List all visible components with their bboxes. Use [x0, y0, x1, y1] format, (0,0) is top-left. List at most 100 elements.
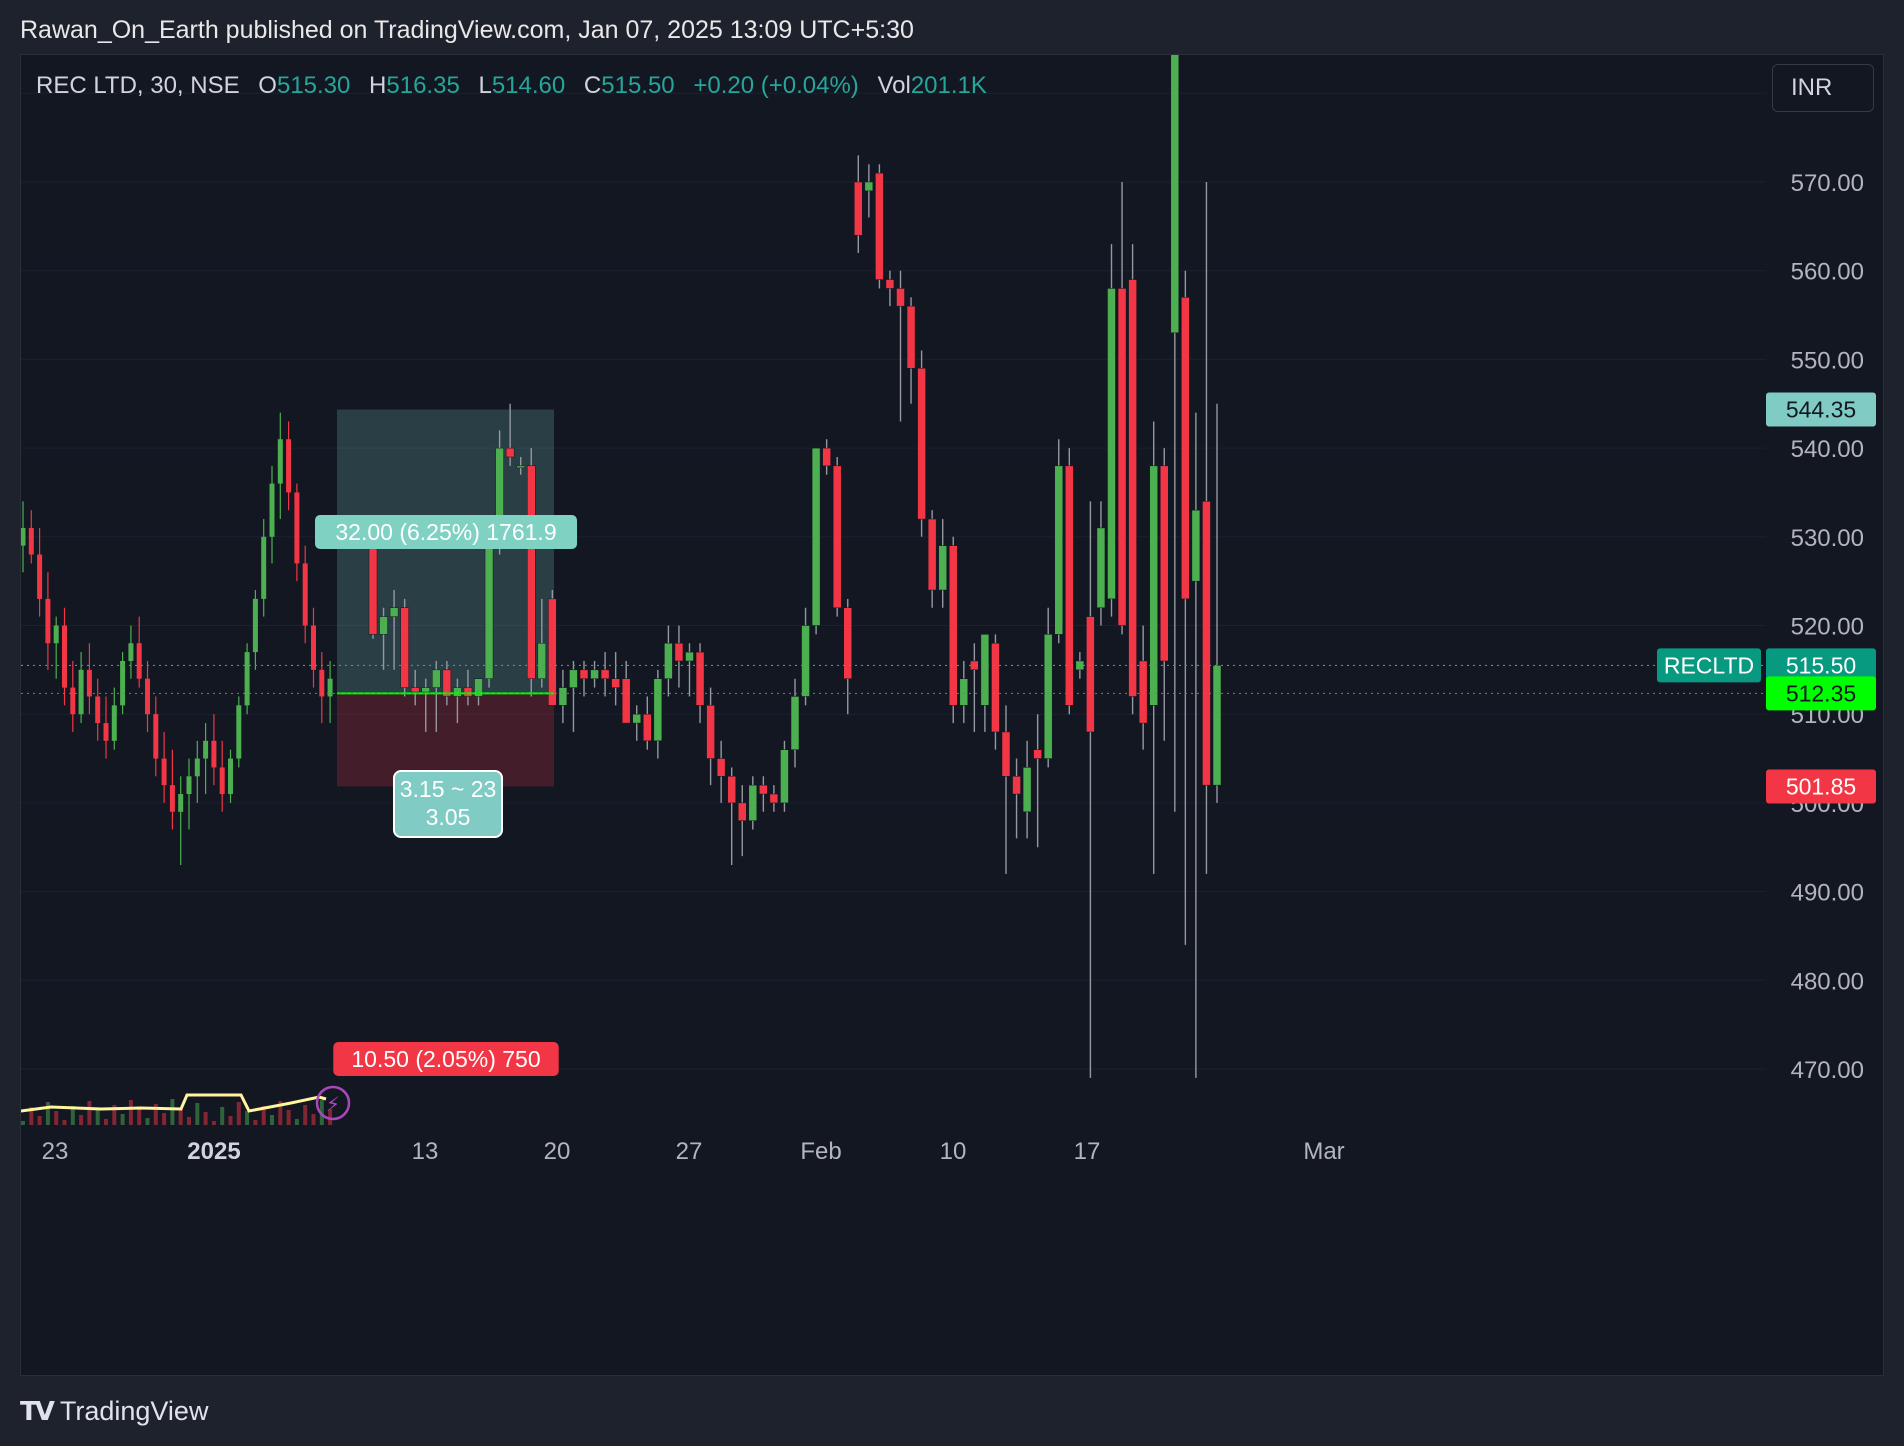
candle-body [21, 527, 26, 546]
legend-high-label: H [369, 72, 387, 99]
candle-body [161, 758, 167, 786]
candle-body [706, 705, 715, 759]
legend-volume: 201.1K [910, 72, 987, 99]
candle-body [875, 172, 884, 280]
stop-label: 10.50 (2.05%) 750 [351, 1046, 540, 1072]
candle-body [379, 616, 388, 635]
candle-body [664, 642, 673, 679]
currency-button[interactable]: INR [1772, 64, 1874, 112]
target-label-bg[interactable] [315, 515, 577, 549]
candle-body [410, 687, 420, 693]
candle-body [327, 678, 333, 697]
legend-high: 516.35 [386, 72, 460, 99]
candle-body [28, 527, 34, 555]
candle-body [111, 705, 117, 741]
volume-bar [211, 1121, 216, 1125]
stop-label-bg[interactable] [333, 1042, 559, 1076]
price-label: 501.85 [1786, 773, 1856, 799]
candle-body [621, 678, 631, 724]
candle-body [1212, 665, 1222, 786]
volume-bar [319, 1100, 324, 1125]
legend-symbol[interactable]: REC LTD, 30, NSE [36, 72, 240, 99]
candle-body [1086, 616, 1095, 733]
y-tick-label: 480.00 [1791, 968, 1864, 995]
candle-body [727, 776, 736, 804]
candle-body [674, 642, 684, 662]
candle-body [400, 607, 409, 688]
candle-body [95, 696, 101, 724]
candle-body [569, 669, 578, 688]
candle-body [219, 767, 225, 795]
candle-body [1170, 55, 1180, 334]
candle-body [716, 758, 726, 777]
candle-body [463, 687, 473, 697]
tradingview-brand[interactable]: TV TradingView [20, 1396, 208, 1427]
volume-bar [195, 1103, 200, 1125]
candle-body [527, 465, 536, 679]
volume-bar [95, 1110, 100, 1125]
chart-canvas[interactable]: 590.00580.00570.00560.00550.00540.00530.… [21, 55, 1883, 1375]
chart-frame[interactable]: 590.00580.00570.00560.00550.00540.00530.… [20, 54, 1884, 1376]
candle-body [62, 625, 67, 688]
volume-bar [236, 1102, 241, 1125]
y-tick-label: 540.00 [1791, 436, 1864, 463]
volume-bar [261, 1106, 266, 1125]
volume-bar [145, 1118, 150, 1125]
position-info-line2: 3.05 [426, 804, 471, 830]
candle-body [938, 545, 947, 591]
candle-body [153, 714, 159, 759]
candle-body [244, 652, 250, 706]
candle-body [1001, 731, 1011, 777]
price-label-bg [1766, 392, 1876, 427]
volume-bar [162, 1113, 167, 1125]
candle-body [128, 643, 134, 661]
candle-body [917, 368, 926, 520]
volume-ma-line [21, 1093, 327, 1113]
tradingview-logo-icon: TV [20, 1396, 55, 1427]
alert-bolt-icon[interactable] [315, 1085, 351, 1121]
volume-bar [21, 1121, 25, 1125]
candle-body [474, 678, 483, 697]
candle-body [1128, 279, 1137, 697]
candle-body [368, 536, 378, 635]
volume-bar [45, 1102, 50, 1125]
candle-body [1160, 465, 1169, 662]
candle-body [86, 669, 92, 697]
y-tick-label: 560.00 [1791, 259, 1864, 286]
candle-body [453, 687, 462, 697]
price-label: 544.35 [1786, 397, 1856, 423]
candle-body [822, 447, 831, 467]
price-label: 515.50 [1786, 652, 1856, 678]
volume-bar [37, 1116, 42, 1125]
candle-body [311, 625, 316, 670]
tradingview-brand-label: TradingView [59, 1396, 209, 1426]
volume-bar [228, 1116, 233, 1125]
x-tick-label: 2025 [187, 1138, 240, 1165]
volume-bar [303, 1105, 308, 1125]
candle-body [991, 642, 1000, 733]
candle-body [854, 181, 863, 236]
candle-body [643, 713, 652, 742]
legend-change: +0.20 (+0.04%) [693, 72, 859, 99]
candle-body [145, 678, 150, 715]
legend-open-label: O [258, 72, 277, 99]
candle-body [801, 625, 810, 697]
volume-bar [120, 1114, 125, 1125]
x-tick-label: 23 [42, 1138, 69, 1165]
candle-body [53, 625, 59, 644]
volume-bar [137, 1109, 142, 1125]
volume-bar [70, 1106, 75, 1125]
legend-close: 515.50 [601, 72, 675, 99]
candle-body [1096, 527, 1106, 609]
candle-body [319, 669, 325, 697]
volume-bar [203, 1112, 208, 1125]
position-info-box[interactable] [393, 770, 503, 838]
volume-bar [245, 1111, 250, 1125]
x-tick-label: 20 [544, 1138, 571, 1165]
candle-body [896, 288, 905, 307]
volume-bar [104, 1119, 108, 1125]
legend-vol-label: Vol [877, 72, 911, 99]
candle-body [695, 651, 705, 706]
candle-body [516, 465, 525, 469]
candle-body [959, 678, 969, 706]
